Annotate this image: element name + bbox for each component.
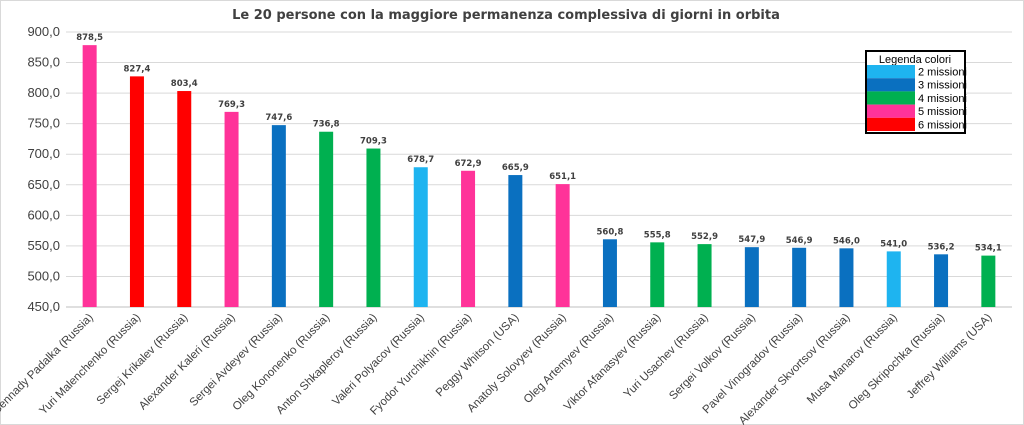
- legend-swatch: [867, 78, 915, 92]
- data-label: 541,0: [880, 239, 907, 249]
- data-label: 536,2: [928, 242, 955, 252]
- data-label: 552,9: [691, 232, 718, 242]
- data-label: 651,1: [549, 172, 576, 182]
- y-tick-label: 750,0: [27, 116, 60, 131]
- x-tick-label: Pavel Vinogradov (Russia): [701, 312, 806, 417]
- bars: [82, 45, 996, 308]
- data-label: 878,5: [76, 33, 103, 43]
- data-label: 678,7: [407, 155, 434, 165]
- x-tick-label: Anatoly Solovyev (Russia): [465, 312, 569, 416]
- x-tick-label: Sergej Krikalev (Russia): [95, 312, 191, 408]
- bar: [839, 248, 854, 307]
- x-tick-label: Viktor Afanasyev (Russia): [562, 312, 664, 414]
- legend-swatch: [867, 91, 915, 105]
- data-labels: 878,5 827,4 803,4 769,3 747,6 736,8 709,3 678,7…: [76, 33, 1002, 253]
- data-label: 665,9: [502, 163, 529, 173]
- legend-label: 3 missioni: [918, 80, 967, 92]
- data-label: 747,6: [265, 113, 292, 123]
- bar: [177, 91, 192, 308]
- x-tick-label: Yuri Usachev (Russia): [622, 312, 711, 401]
- x-tick-label: Sergei Volkov (Russia): [667, 312, 758, 403]
- bar: [981, 255, 996, 307]
- data-label: 827,4: [124, 64, 151, 74]
- bar: [224, 111, 239, 307]
- bar: [319, 131, 334, 307]
- bar: [697, 244, 712, 307]
- data-label: 546,9: [786, 236, 813, 246]
- legend-swatch: [867, 117, 915, 131]
- x-tick-label: Valeri Polyacov (Russia): [330, 312, 427, 409]
- bar: [129, 76, 144, 307]
- bar: [744, 247, 759, 307]
- data-label: 769,3: [218, 100, 245, 110]
- data-label: 546,0: [833, 236, 860, 246]
- bar: [555, 184, 570, 307]
- x-tick-label: Alexander Kaleri (Russia): [137, 312, 238, 413]
- legend-swatch: [867, 65, 915, 79]
- legend-swatch: [867, 104, 915, 118]
- y-tick-label: 800,0: [27, 85, 60, 100]
- bar: [413, 167, 428, 307]
- x-tick-label: Sergei Avdeyev (Russia): [188, 312, 285, 409]
- chart-title: Le 20 persone con la maggiore permanenza…: [232, 8, 780, 23]
- legend-label: 4 missioni: [918, 93, 967, 105]
- legend-label: 2 missioni: [918, 67, 967, 79]
- bar: [508, 175, 523, 307]
- data-label: 736,8: [313, 120, 340, 130]
- bar: [650, 242, 665, 307]
- x-tick-label: Jeffrey Williams (USA): [905, 312, 995, 402]
- data-label: 547,9: [738, 235, 765, 245]
- bar: [82, 45, 97, 308]
- data-label: 534,1: [975, 244, 1002, 254]
- bar: [934, 254, 949, 307]
- x-axis-ticks: Gennady Padalka (Russia)Yuri Malenchenko…: [0, 312, 995, 425]
- legend-label: 6 missioni: [918, 119, 967, 131]
- data-label: 709,3: [360, 137, 387, 147]
- bar: [366, 148, 381, 307]
- legend-label: 5 missioni: [918, 106, 967, 118]
- x-tick-label: Peggy Whitson (USA): [434, 312, 522, 400]
- x-tick-label: Oleg Artemyev (Russia): [522, 312, 616, 406]
- bar: [886, 251, 901, 307]
- y-tick-label: 600,0: [27, 207, 60, 222]
- data-label: 672,9: [455, 159, 482, 169]
- y-tick-label: 550,0: [27, 238, 60, 253]
- x-tick-label: Musa Manarov (Russia): [805, 312, 900, 407]
- y-tick-label: 850,0: [27, 55, 60, 70]
- y-tick-label: 650,0: [27, 177, 60, 192]
- legend-title: Legenda colori: [879, 54, 951, 66]
- y-tick-label: 700,0: [27, 146, 60, 161]
- data-label: 803,4: [171, 79, 198, 89]
- data-label: 560,8: [597, 227, 624, 237]
- y-axis-ticks: 450,0 500,0 550,0 600,0 650,0 700,0 750,0 800,0…: [27, 24, 60, 314]
- bar: [271, 125, 286, 307]
- bar: [792, 247, 807, 307]
- data-label: 555,8: [644, 230, 671, 240]
- y-tick-label: 450,0: [27, 299, 60, 314]
- bar: [602, 239, 617, 307]
- x-tick-label: Oleg Skripochka (Russia): [846, 312, 947, 413]
- y-tick-label: 900,0: [27, 24, 60, 39]
- x-tick-label: Yuri Malenchenko (Russia): [37, 312, 143, 418]
- y-tick-label: 500,0: [27, 268, 60, 283]
- x-tick-label: Anton Shkaplerov (Russia): [274, 312, 379, 417]
- bar: [461, 170, 476, 307]
- x-tick-label: Fyodor Yurchikhin (Russia): [368, 312, 474, 418]
- gridlines: [66, 31, 1012, 308]
- x-tick-label: Oleg Kononenko (Russia): [231, 312, 333, 414]
